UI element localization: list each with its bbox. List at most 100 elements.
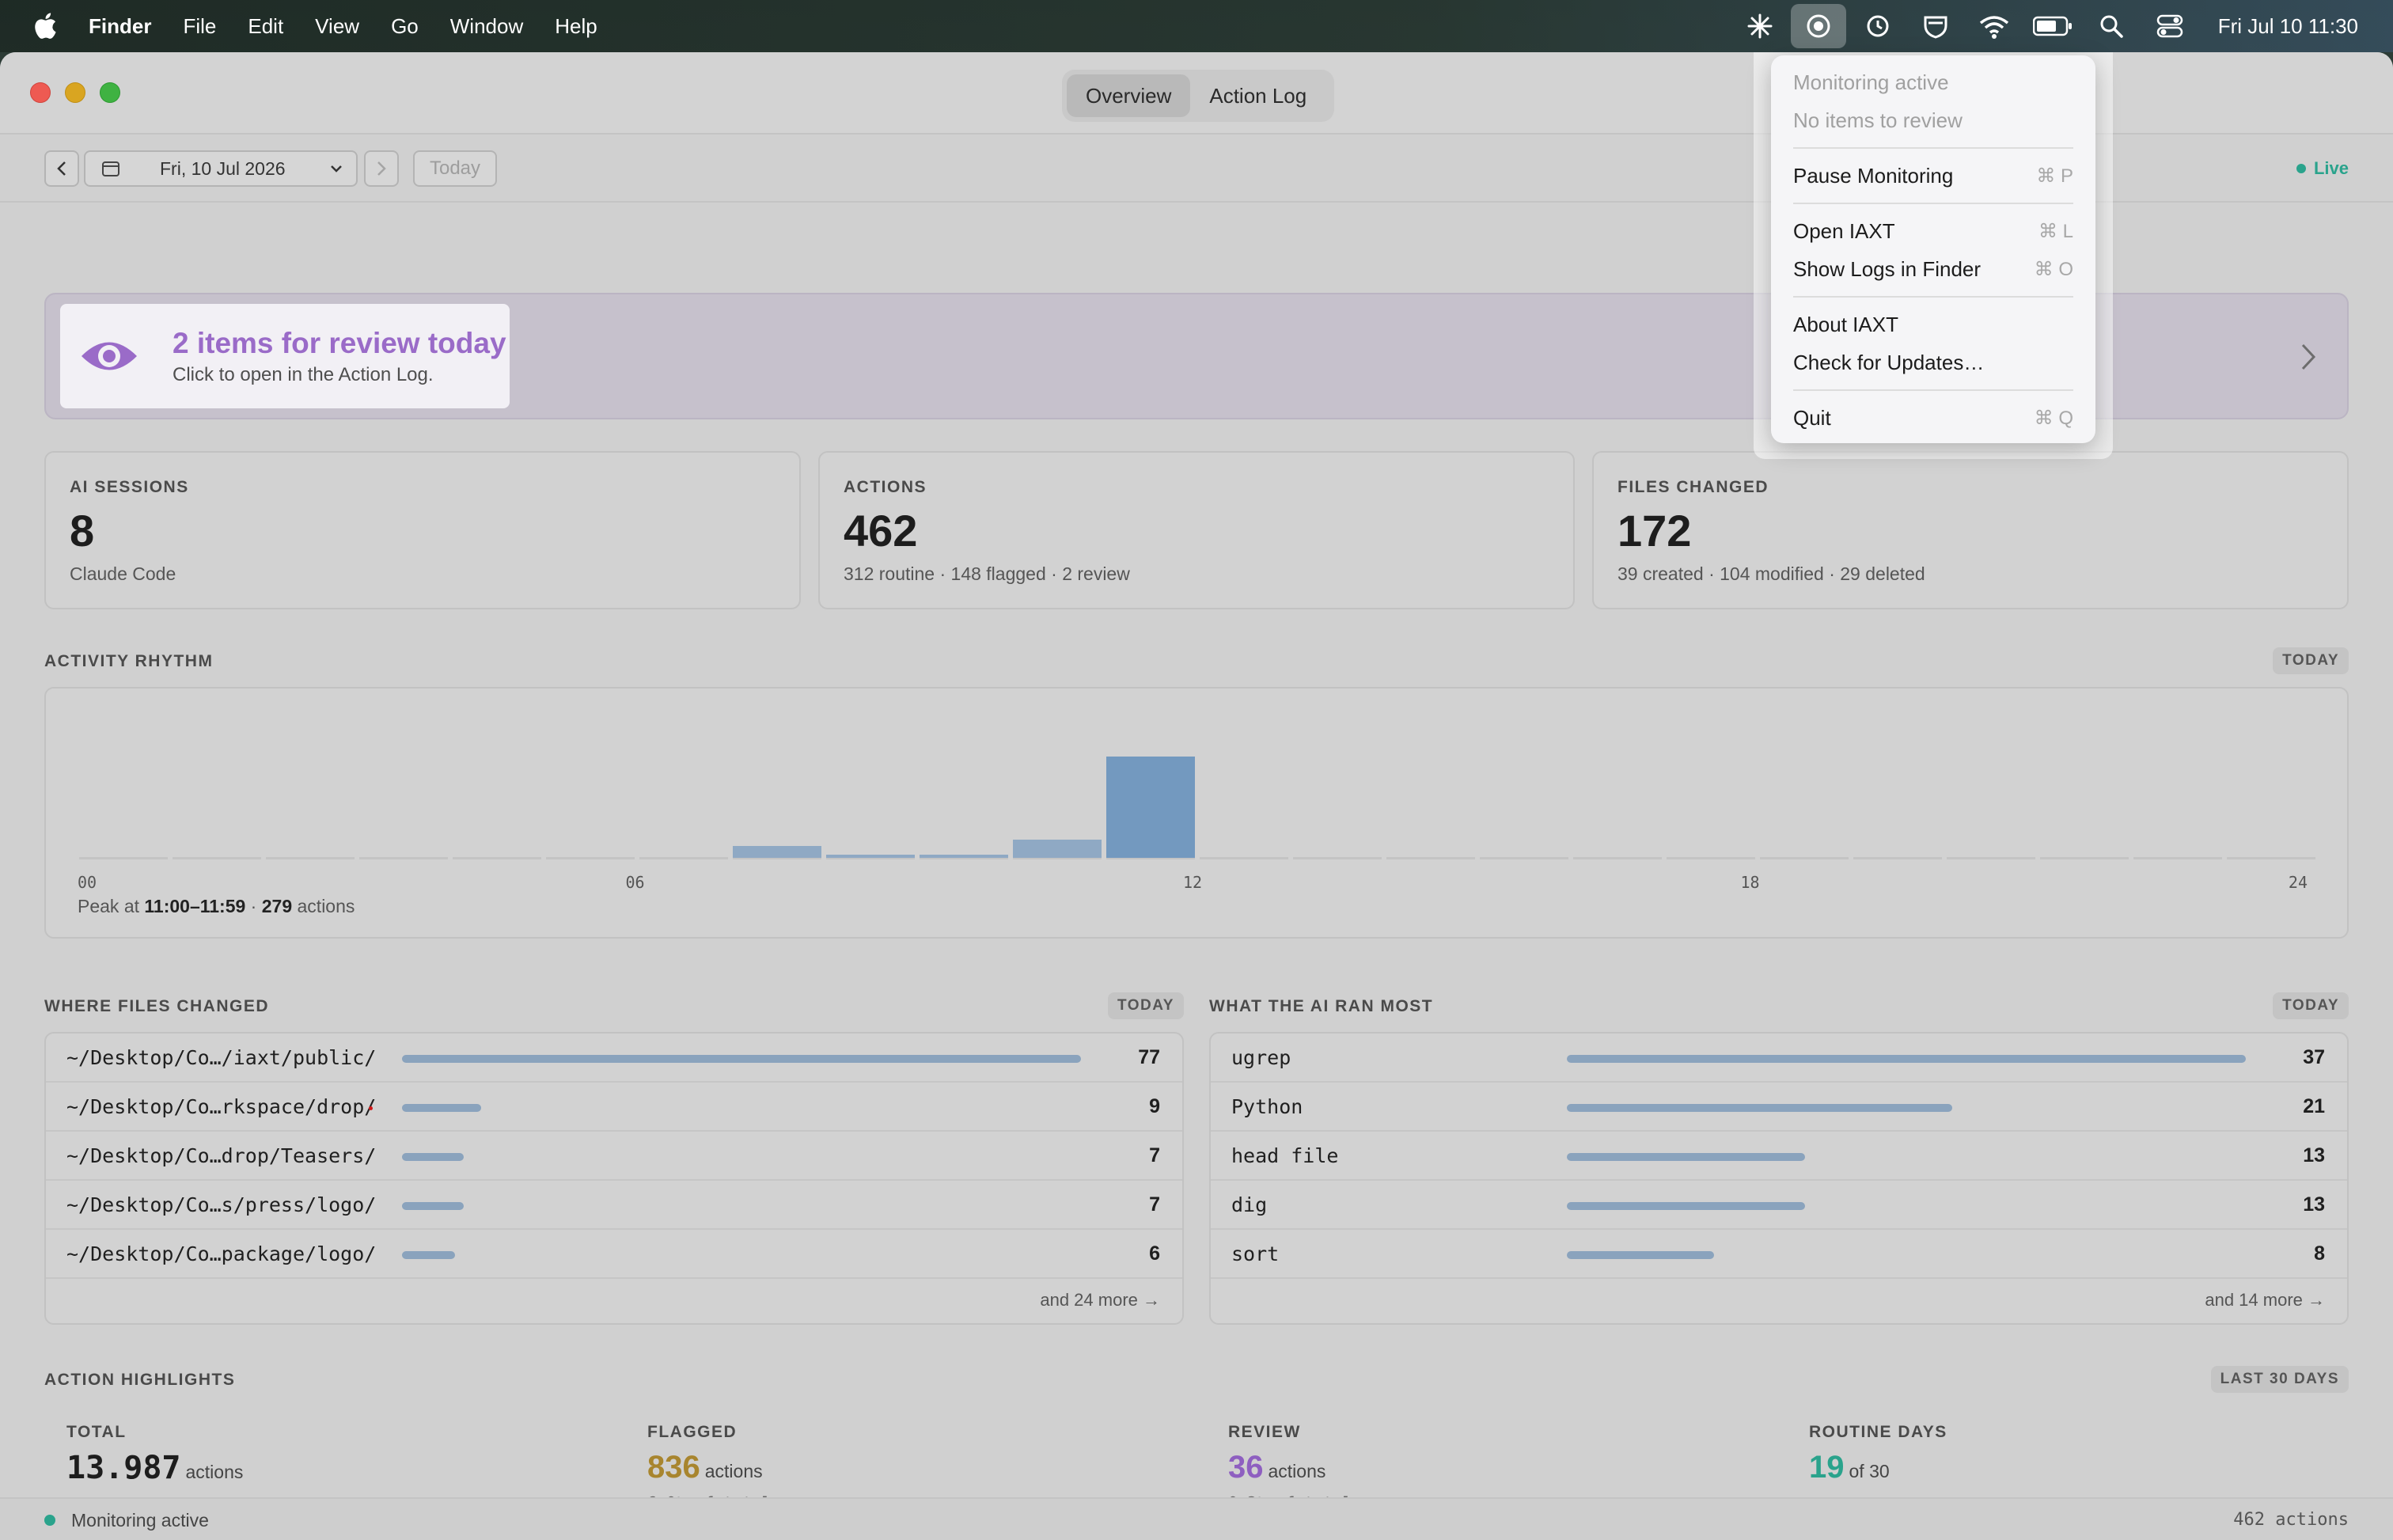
file-path-name: ~/Desktop/Co…s/press/logo/ <box>66 1193 377 1216</box>
command-row[interactable]: Python 21 <box>1211 1083 2347 1132</box>
x-tick-label: 00 <box>78 873 97 892</box>
hour-bar[interactable] <box>733 846 821 858</box>
iaxt-status-icon[interactable] <box>1790 4 1846 48</box>
menu-help[interactable]: Help <box>555 13 597 38</box>
stat-sub: Claude Code <box>70 563 176 584</box>
control-center-icon[interactable] <box>2142 4 2198 48</box>
menu-show-logs[interactable]: Show Logs in Finder ⌘ O <box>1793 250 2073 288</box>
menu-app-name[interactable]: Finder <box>89 13 152 38</box>
command-name: ugrep <box>1231 1046 1291 1069</box>
battery-icon[interactable] <box>2025 4 2080 48</box>
date-label: Fri, 10 Jul 2026 <box>160 157 286 179</box>
status-dot <box>44 1515 55 1526</box>
view-switcher: Overview Action Log <box>1062 70 1334 122</box>
time-machine-icon[interactable] <box>1849 4 1905 48</box>
file-path-row[interactable]: ~/Desktop/Co…drop/Teasers/7 <box>46 1132 1182 1181</box>
file-path-name: ~/Desktop/Co…package/logo/ <box>66 1242 377 1265</box>
commands-label: WHAT THE AI RAN MOST <box>1209 997 1434 1015</box>
live-indicator: Live <box>2296 158 2349 179</box>
chevron-right-icon <box>2301 343 2316 370</box>
date-picker[interactable]: Fri, 10 Jul 2026 <box>84 150 358 187</box>
file-path-row[interactable]: ~/Desktop/Co…rkspace/drop/9 <box>46 1083 1182 1132</box>
activity-chart: 00 06 12 18 24 Peak at 11:00–11:59 · 279 act… <box>44 687 2349 939</box>
stat-sub: 312 routine · 148 flagged · 2 review <box>844 563 1130 584</box>
shield-icon[interactable] <box>1908 4 1963 48</box>
highlights-label: ACTION HIGHLIGHTS <box>44 1371 236 1389</box>
command-row[interactable]: dig 13 <box>1211 1181 2347 1230</box>
hour-bar[interactable] <box>1106 757 1195 858</box>
today-button[interactable]: Today <box>413 150 497 187</box>
command-row[interactable]: sort 8 <box>1211 1230 2347 1279</box>
minimize-button[interactable] <box>65 82 85 103</box>
prev-day-button[interactable] <box>44 150 79 187</box>
highlights-badge: LAST 30 DAYS <box>2210 1366 2349 1393</box>
stat-value: 462 <box>844 506 918 556</box>
menu-window[interactable]: Window <box>449 13 524 38</box>
status-count: 462 actions <box>2233 1510 2349 1530</box>
menu-status-monitoring: Monitoring active <box>1793 70 1949 94</box>
highlight-unit: actions <box>1268 1461 1326 1481</box>
menu-file[interactable]: File <box>183 13 217 38</box>
hour-bar[interactable] <box>1013 840 1102 858</box>
command-name: head file <box>1231 1144 1339 1167</box>
menu-go[interactable]: Go <box>391 13 419 38</box>
live-label: Live <box>2313 158 2349 178</box>
command-row[interactable]: ugrep 37 <box>1211 1034 2347 1083</box>
hour-bar[interactable] <box>920 855 1008 858</box>
hour-baseline <box>266 857 355 859</box>
search-icon[interactable] <box>2084 4 2139 48</box>
review-title: 2 items for review today <box>173 327 506 359</box>
file-path-bar <box>402 1104 481 1112</box>
close-button[interactable] <box>30 82 51 103</box>
hour-baseline <box>639 857 728 859</box>
menu-edit[interactable]: Edit <box>248 13 284 38</box>
highlight-total: TOTAL 13.987 actions <box>66 1423 243 1486</box>
chevron-right-icon <box>377 161 386 176</box>
highlight-label: TOTAL <box>66 1423 127 1441</box>
menu-quit[interactable]: Quit ⌘ Q <box>1793 399 2073 437</box>
hour-baseline <box>173 857 261 859</box>
hour-baseline <box>1853 857 1942 859</box>
menu-shortcut: ⌘ Q <box>2034 407 2073 429</box>
menu-pause-monitoring[interactable]: Pause Monitoring ⌘ P <box>1793 157 2073 195</box>
commands-more-link[interactable]: and 14 more → <box>2205 1290 2325 1310</box>
apple-icon[interactable] <box>33 13 57 40</box>
menu-open-iaxt[interactable]: Open IAXT ⌘ L <box>1793 212 2073 250</box>
next-day-button[interactable] <box>364 150 399 187</box>
file-path-bar <box>402 1202 464 1210</box>
peak-summary: Peak at 11:00–11:59 · 279 actions <box>78 896 355 917</box>
cursor-dot <box>369 1106 373 1110</box>
x-tick-label: 12 <box>1183 873 1202 892</box>
highlight-unit: of 30 <box>1849 1461 1890 1481</box>
command-count: 37 <box>2303 1046 2325 1068</box>
menu-view[interactable]: View <box>315 13 360 38</box>
file-path-row[interactable]: ~/Desktop/Co…/iaxt/public/77 <box>46 1034 1182 1083</box>
stat-actions: ACTIONS 462 312 routine · 148 flagged · … <box>818 451 1575 609</box>
menu-about[interactable]: About IAXT <box>1793 312 1898 336</box>
command-row[interactable]: head file 13 <box>1211 1132 2347 1181</box>
zoom-button[interactable] <box>100 82 120 103</box>
hour-baseline <box>1480 857 1568 859</box>
tab-overview[interactable]: Overview <box>1067 74 1191 117</box>
menu-separator <box>1793 296 2073 298</box>
menu-check-updates[interactable]: Check for Updates… <box>1793 350 1985 374</box>
wifi-icon[interactable] <box>1966 4 2022 48</box>
hour-bar[interactable] <box>826 855 915 858</box>
window-controls <box>30 82 120 103</box>
file-path-count: 7 <box>1149 1144 1160 1166</box>
tab-action-log[interactable]: Action Log <box>1209 83 1307 108</box>
command-bar <box>1567 1104 1952 1112</box>
hour-baseline <box>79 857 168 859</box>
menubar-clock[interactable]: Fri Jul 10 11:30 <box>2217 13 2358 38</box>
file-path-row[interactable]: ~/Desktop/Co…s/press/logo/7 <box>46 1181 1182 1230</box>
files-more-link[interactable]: and 24 more → <box>1040 1290 1160 1310</box>
sparkle-icon[interactable] <box>1732 4 1788 48</box>
review-banner-card[interactable]: 2 items for review today Click to open i… <box>60 304 510 408</box>
file-path-bar <box>402 1055 1081 1063</box>
stat-label: ACTIONS <box>844 478 927 496</box>
file-path-name: ~/Desktop/Co…drop/Teasers/ <box>66 1144 377 1167</box>
file-path-row[interactable]: ~/Desktop/Co…package/logo/6 <box>46 1230 1182 1279</box>
menu-separator <box>1793 147 2073 149</box>
peak-time: 11:00–11:59 <box>144 896 246 916</box>
hour-baseline <box>1386 857 1475 859</box>
